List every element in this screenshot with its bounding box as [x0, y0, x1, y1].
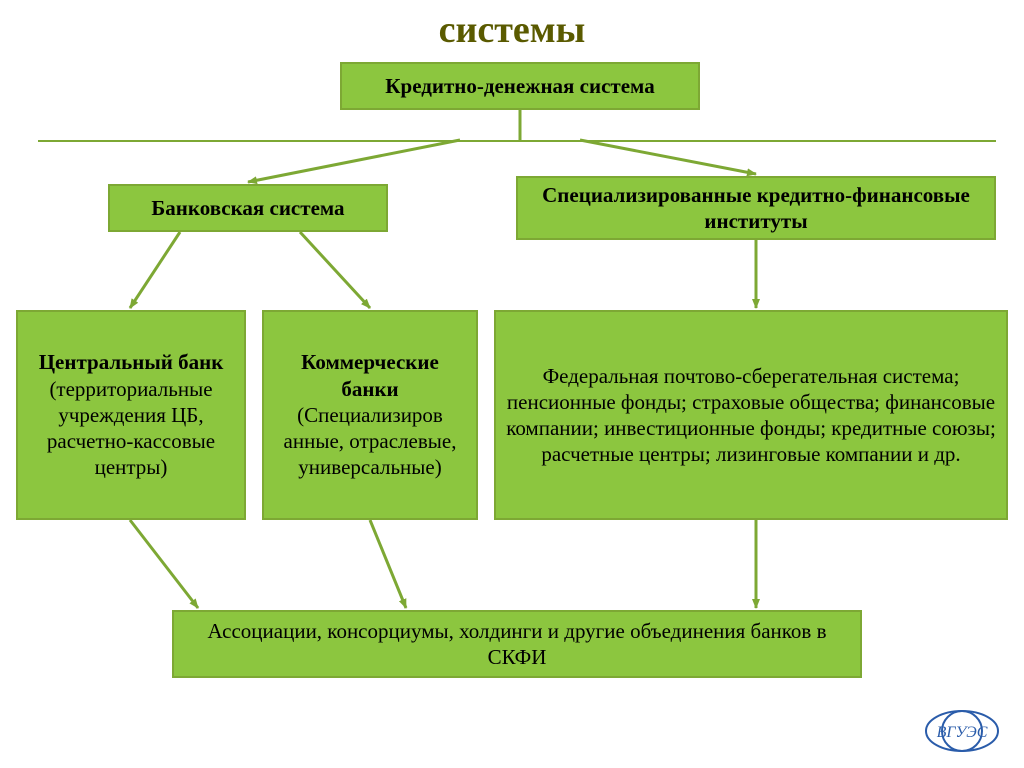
page-title: системы [0, 0, 1024, 58]
node-cb-bold: Центральный банк [39, 349, 224, 375]
node-fed-text: Федеральная почтово-сберегательная систе… [506, 363, 996, 468]
logo-icon: ВГУЭС [918, 706, 1006, 756]
node-banking-label: Банковская система [151, 195, 344, 221]
node-assoc-text: Ассоциации, консорциумы, холдинги и друг… [184, 618, 850, 671]
node-commercial-banks: Коммерческие банки (Специализиров анные,… [262, 310, 478, 520]
node-root-label: Кредитно-денежная система [385, 73, 654, 99]
node-federal: Федеральная почтово-сберегательная систе… [494, 310, 1008, 520]
node-associations: Ассоциации, консорциумы, холдинги и друг… [172, 610, 862, 678]
node-comm-bold: Коммерческие банки [274, 349, 466, 402]
node-cb-text: (территориальные учреждения ЦБ, расчетно… [28, 376, 234, 481]
node-skfi-label: Специализированные кредитно-финансовые и… [528, 182, 984, 235]
divider-line [38, 140, 996, 142]
node-skfi: Специализированные кредитно-финансовые и… [516, 176, 996, 240]
node-root: Кредитно-денежная система [340, 62, 700, 110]
logo-text: ВГУЭС [937, 724, 988, 741]
node-central-bank: Центральный банк (территориальные учрежд… [16, 310, 246, 520]
node-banking-system: Банковская система [108, 184, 388, 232]
node-comm-text: (Специализиров анные, отраслевые, универ… [274, 402, 466, 481]
